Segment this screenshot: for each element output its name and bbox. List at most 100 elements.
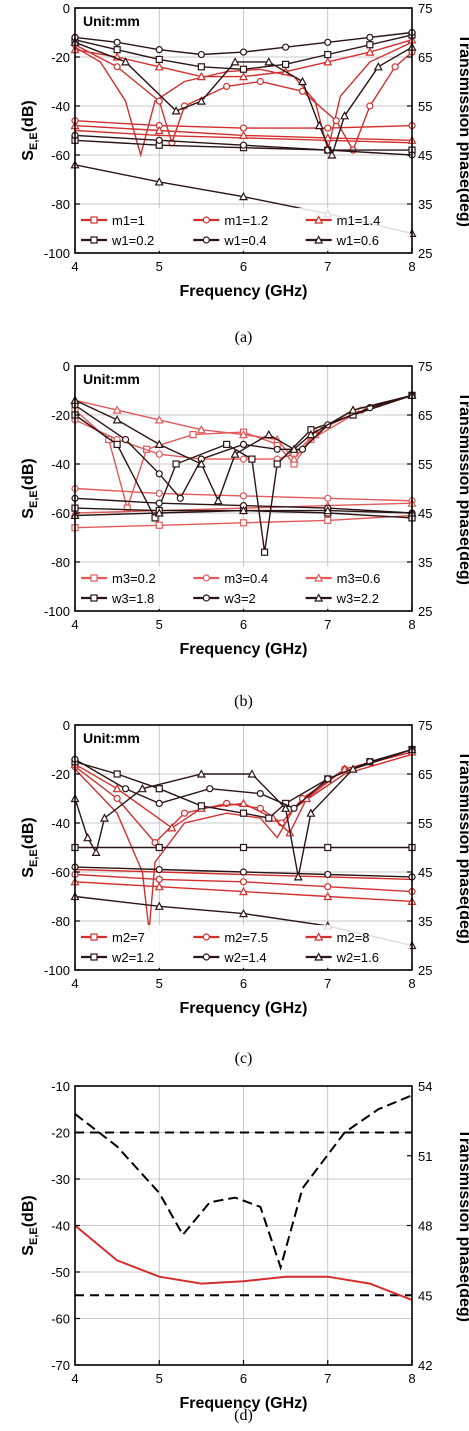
y-tick-label: -20 — [51, 408, 70, 423]
data-marker — [223, 82, 231, 91]
data-marker — [260, 548, 269, 556]
x-tick-label: 6 — [240, 1371, 247, 1386]
data-marker — [196, 424, 206, 434]
x-tick-label: 8 — [408, 617, 415, 632]
data-marker — [155, 55, 163, 64]
data-marker — [197, 802, 205, 810]
y2-axis-label: Transmission phase(deg) — [456, 1129, 469, 1322]
data-marker — [206, 785, 214, 793]
legend-marker — [202, 933, 210, 941]
data-marker — [196, 96, 206, 105]
data-marker — [154, 508, 164, 517]
data-marker — [121, 435, 130, 444]
data-marker — [324, 775, 332, 783]
data-marker — [324, 883, 332, 891]
data-marker — [289, 444, 299, 453]
data-marker — [105, 435, 113, 444]
legend-marker — [202, 574, 210, 582]
data-marker — [213, 495, 223, 505]
y-tick-label: -80 — [51, 555, 70, 570]
data-marker — [196, 71, 206, 81]
data-marker — [239, 141, 248, 149]
y2-tick-label: 45 — [418, 1288, 432, 1303]
data-marker — [282, 60, 290, 68]
x-tick-label: 5 — [156, 976, 163, 991]
y2-tick-label: 45 — [418, 865, 432, 880]
chart-panel-b: 4 5 6 7 80-20-40-60-80-100756555453525Freque… — [20, 359, 469, 710]
legend-label: w1=0.4 — [223, 233, 266, 248]
data-marker — [155, 450, 163, 458]
data-marker — [247, 769, 257, 778]
y-axis-label: SE,E(dB) — [20, 1195, 40, 1255]
data-marker — [324, 494, 332, 502]
figure-caption: (d) — [234, 1407, 253, 1424]
legend-label: m1=1.4 — [337, 213, 381, 228]
data-marker — [154, 439, 164, 448]
legend-label: w3=1.8 — [111, 591, 154, 606]
data-marker — [239, 440, 248, 448]
data-marker — [281, 803, 291, 812]
unit-label: Unit:mm — [83, 13, 140, 29]
y2-axis-label: Transmission phase(deg) — [456, 751, 469, 944]
data-marker — [314, 120, 324, 130]
legend-label: w3=2 — [223, 591, 255, 606]
data-marker — [167, 823, 177, 832]
legend-marker — [90, 933, 98, 941]
data-marker — [324, 50, 332, 59]
x-tick-label: 6 — [240, 259, 247, 274]
data-marker — [366, 33, 374, 42]
phase-curve — [74, 1224, 413, 1301]
data-marker — [273, 460, 281, 468]
legend-marker — [202, 594, 210, 602]
data-marker — [306, 808, 316, 817]
data-marker — [239, 519, 248, 527]
data-marker — [230, 449, 240, 458]
legend-marker — [90, 216, 98, 224]
x-tick-label: 8 — [408, 976, 415, 991]
data-marker — [366, 102, 374, 110]
legend-marker — [90, 574, 98, 582]
legend-label: m3=0.4 — [224, 571, 268, 586]
data-marker — [112, 415, 122, 424]
legend-label: w1=0.6 — [336, 233, 379, 248]
y-tick-label: -60 — [51, 506, 70, 521]
legend-item: m1=1.4 — [305, 213, 381, 228]
y-tick-label: -80 — [51, 197, 70, 212]
data-marker — [324, 516, 332, 524]
data-marker — [298, 87, 307, 95]
legend-item: w1=0.2 — [81, 233, 154, 248]
y2-tick-label: 75 — [418, 1, 432, 16]
legend-marker — [314, 932, 324, 941]
legend-item: w3=2 — [193, 591, 256, 606]
data-marker — [154, 177, 164, 186]
legend-item: m2=7 — [81, 930, 145, 945]
y2-tick-label: 65 — [418, 408, 432, 423]
data-marker — [121, 785, 130, 793]
data-marker — [239, 843, 248, 852]
legend-label: w2=1.4 — [223, 950, 266, 965]
legend-marker — [90, 953, 98, 961]
y-tick-label: -60 — [51, 865, 70, 880]
reflection-curve — [74, 748, 413, 878]
data-marker — [365, 47, 375, 56]
legend-item: m3=0.6 — [305, 571, 380, 586]
legend-marker — [90, 236, 98, 244]
unit-label: Unit:mm — [83, 730, 140, 746]
data-marker — [196, 769, 206, 778]
data-marker — [172, 460, 180, 468]
y2-axis-label: Transmission phase(deg) — [456, 392, 469, 585]
unit-label: Unit:mm — [83, 371, 140, 387]
x-tick-label: 7 — [324, 976, 331, 991]
legend-item: w1=0.6 — [305, 233, 379, 248]
x-tick-label: 6 — [240, 617, 247, 632]
legend-item: w2=1.4 — [193, 950, 267, 965]
x-tick-label: 8 — [408, 1371, 415, 1386]
y2-tick-label: 35 — [418, 197, 432, 212]
data-marker — [238, 71, 249, 81]
data-marker — [239, 809, 248, 817]
data-marker — [256, 77, 264, 86]
legend-background — [77, 566, 410, 609]
legend-background — [77, 208, 410, 251]
x-axis-label: Frequency (GHz) — [179, 641, 307, 658]
